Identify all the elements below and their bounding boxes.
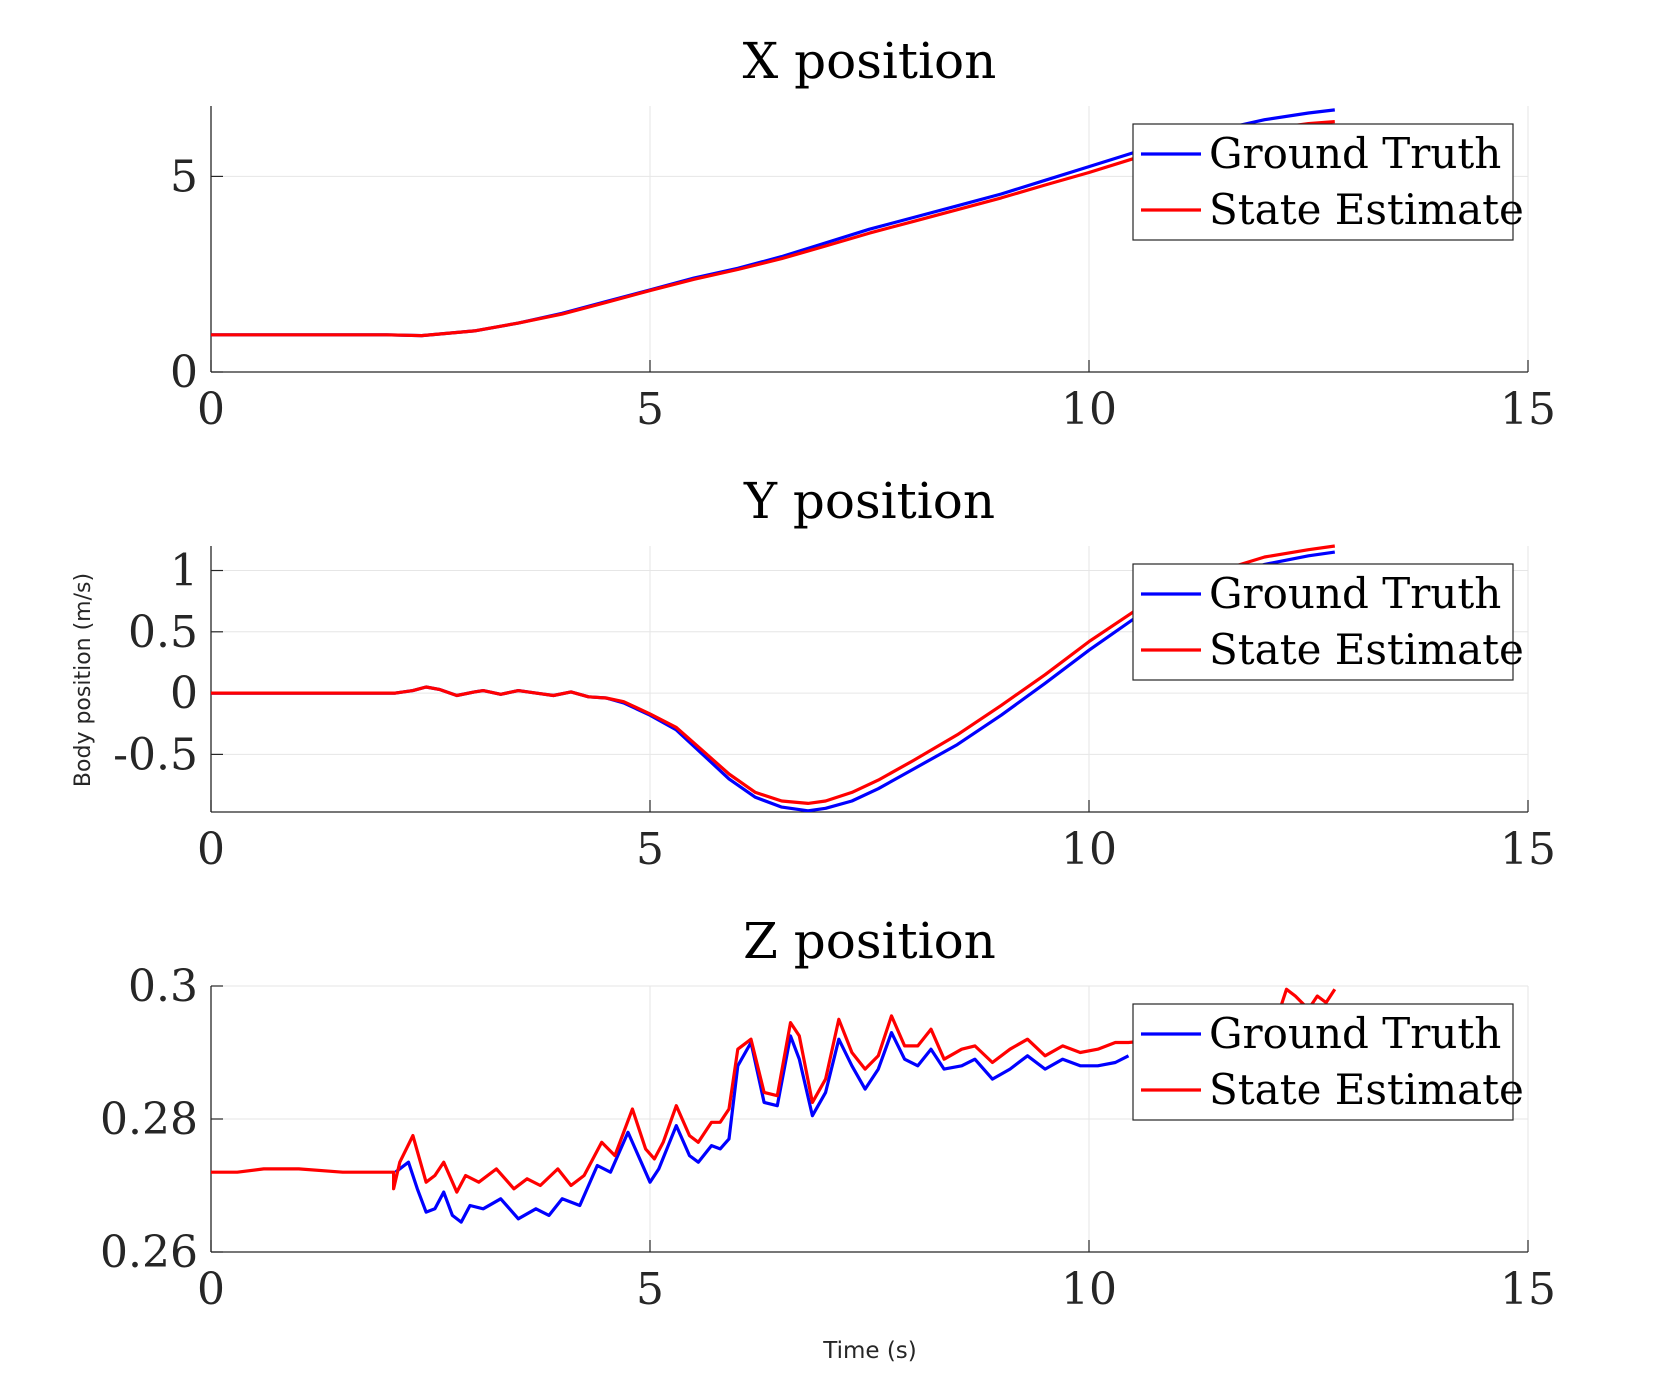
x-tick-label: 10 [1061, 1264, 1117, 1315]
x-axis-label: Time (s) [822, 1338, 917, 1364]
legend: Ground Truth State Estimate [1132, 123, 1524, 241]
state-estimate-line [211, 987, 1337, 1194]
legend: Ground Truth State Estimate [1132, 563, 1524, 681]
x-tick-label: 10 [1061, 824, 1117, 875]
legend-label: Ground Truth [1209, 1009, 1501, 1058]
y-tick-label: 0.5 [128, 607, 198, 658]
x-tick-label: 5 [636, 824, 664, 875]
y-tick-label: -0.5 [113, 729, 198, 780]
x-tick-label: 15 [1500, 1264, 1556, 1315]
legend-label: State Estimate [1209, 1065, 1524, 1114]
panel-title: Z position [743, 912, 996, 970]
legend-box [1132, 563, 1514, 681]
legend-label: State Estimate [1209, 625, 1524, 674]
panel-2: 0 5 10 15 -0.5 0 0.5 1 Y position Ground Truth Sta… [113, 472, 1556, 875]
panel-3: 0 5 10 15 0.26 0.28 0.3 Z position Ground Truth S… [100, 912, 1556, 1315]
y-tick-label: 5 [170, 151, 198, 202]
y-tick-label: 0.26 [100, 1227, 198, 1278]
y-tick-label: 0.3 [128, 961, 198, 1012]
legend-label: Ground Truth [1209, 569, 1501, 618]
x-tick-label: 15 [1500, 384, 1556, 435]
panel-title: X position [743, 32, 997, 90]
legend-label: Ground Truth [1209, 129, 1501, 178]
panel-1: 0 5 10 15 0 5 X position Ground Truth State Esti… [170, 32, 1556, 435]
x-tick-label: 5 [636, 384, 664, 435]
ground-truth-line [394, 1031, 1130, 1224]
y-tick-label: 0 [170, 347, 198, 398]
y-axis-label: Body position (m/s) [71, 573, 96, 787]
legend: Ground Truth State Estimate [1132, 1003, 1524, 1121]
panel-title: Y position [743, 472, 995, 530]
x-tick-label: 15 [1500, 824, 1556, 875]
x-tick-label: 0 [197, 824, 225, 875]
x-tick-label: 0 [197, 384, 225, 435]
y-tick-label: 0 [170, 668, 198, 719]
x-tick-label: 0 [197, 1264, 225, 1315]
legend-box [1132, 123, 1514, 241]
legend-label: State Estimate [1209, 185, 1524, 234]
y-tick-label: 0.28 [100, 1094, 198, 1145]
state-estimate-line [211, 544, 1336, 805]
y-tick-label: 1 [170, 546, 198, 597]
x-tick-label: 5 [636, 1264, 664, 1315]
x-tick-label: 10 [1061, 384, 1117, 435]
legend-box [1132, 1003, 1514, 1121]
